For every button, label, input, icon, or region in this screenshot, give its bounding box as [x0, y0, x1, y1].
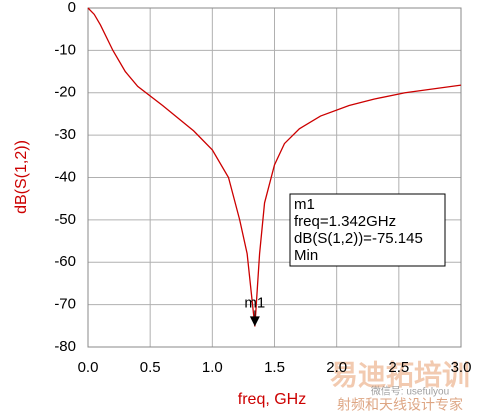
x-tick-label: 0.0 [78, 359, 99, 376]
x-tick-label: 3.0 [451, 359, 472, 376]
y-tick-label: -30 [54, 126, 76, 143]
x-tick-label: 1.5 [264, 359, 285, 376]
marker-arrow [249, 316, 260, 327]
y-tick-label: -80 [54, 338, 76, 355]
x-tick-label: 0.5 [140, 359, 161, 376]
y-tick-label: 0 [68, 0, 76, 16]
y-tick-label: -60 [54, 253, 76, 270]
marker-readout: Min [294, 247, 318, 264]
marker-label: m1 [244, 294, 265, 311]
watermark-account: 微信号: usefulyou [371, 385, 449, 398]
x-axis-title: freq, GHz [238, 391, 306, 408]
y-axis-title: dB(S(1,2)) [13, 140, 30, 214]
marker-readout: dB(S(1,2))=-75.145 [294, 230, 423, 247]
y-tick-label: -50 [54, 211, 76, 228]
watermark-slogan: 射频和天线设计专家 [337, 397, 463, 413]
x-tick-label: 2.5 [388, 359, 409, 376]
y-tick-label: -70 [54, 296, 76, 313]
watermark-brand: 易迪拓培训 [330, 358, 470, 390]
y-tick-label: -40 [54, 168, 76, 185]
plot-frame [87, 7, 462, 348]
marker-box-name: m1 [294, 196, 315, 213]
marker-box [289, 193, 446, 267]
x-tick-label: 2.0 [326, 359, 347, 376]
data-line [87, 7, 462, 327]
y-tick-label: -20 [54, 84, 76, 101]
y-tick-label: -10 [54, 41, 76, 58]
x-tick-label: 1.0 [202, 359, 223, 376]
marker-readout: freq=1.342GHz [294, 213, 396, 230]
